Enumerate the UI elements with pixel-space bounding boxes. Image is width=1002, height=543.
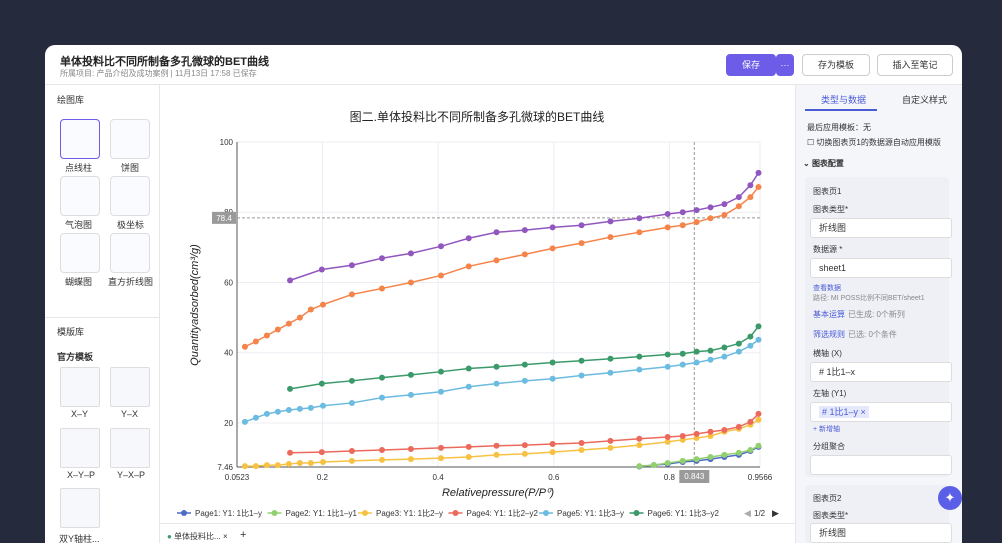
- chart-kind[interactable]: 直方折线图: [108, 277, 154, 287]
- divider: [159, 85, 160, 543]
- window: 单体投料比不同所制备多孔微球的BET曲线 所属项目: 产品介绍及成功案例 | 1…: [45, 45, 962, 543]
- template-thumb[interactable]: [60, 367, 100, 407]
- template-thumb[interactable]: [110, 428, 150, 468]
- template-thumb[interactable]: [110, 367, 150, 407]
- more-button[interactable]: ···: [776, 54, 794, 76]
- basic[interactable]: 基本运算: [813, 310, 845, 319]
- thumb[interactable]: [110, 119, 150, 159]
- y-tag[interactable]: # 1比1–y ×: [819, 406, 869, 418]
- panel-tab[interactable]: 自定义样式: [902, 95, 948, 105]
- chart-kind[interactable]: 极坐标: [117, 220, 145, 230]
- divider: [45, 317, 159, 318]
- save-button[interactable]: 保存: [726, 54, 776, 76]
- chart-type-select[interactable]: 折线图: [810, 523, 952, 543]
- chart-kind[interactable]: 饼图: [121, 163, 140, 173]
- y-select[interactable]: # 1比1–y ×: [810, 402, 952, 422]
- group-select[interactable]: [810, 455, 952, 475]
- filter-info: 已选: 0个条件: [848, 330, 897, 339]
- panel-tab[interactable]: 类型与数据: [821, 95, 867, 105]
- field-label: 左轴 (Y1): [813, 389, 847, 398]
- filter[interactable]: 筛选规则: [813, 330, 845, 339]
- divider: [795, 85, 796, 543]
- chart-kind[interactable]: 气泡图: [65, 220, 93, 230]
- path: 路径: MI POSS比例不同BET/sheet1: [813, 295, 925, 302]
- template-name[interactable]: X–Y–P: [67, 470, 96, 480]
- auto-apply[interactable]: ☐ 切换图表页1的数据源自动应用模版: [807, 138, 941, 147]
- thumb[interactable]: [60, 233, 100, 273]
- thumb[interactable]: [110, 233, 150, 273]
- doc-subtitle: 所属项目: 产品介绍及成功案例 | 11月13日 17:58 已保存: [60, 69, 257, 78]
- section-text: 图表配置: [811, 159, 844, 168]
- field-label: 横轴 (X): [813, 349, 842, 358]
- thumb[interactable]: [60, 176, 100, 216]
- divider: [160, 523, 795, 524]
- gallery-title[interactable]: 绘图库: [57, 95, 85, 105]
- sheet-tab[interactable]: ● 单体投料比... ×: [167, 532, 228, 541]
- page-label: 图表页2: [813, 494, 842, 503]
- section[interactable]: ⌄ 图表配置: [803, 159, 844, 168]
- view-data[interactable]: 查看数据: [813, 285, 841, 292]
- source-select[interactable]: sheet1: [810, 258, 952, 278]
- field-label: 图表类型*: [813, 511, 849, 520]
- x-select[interactable]: # 1比1–x: [810, 362, 952, 382]
- template-name[interactable]: X–Y: [71, 409, 89, 419]
- auto-apply-text: 切换图表页1的数据源自动应用模版: [816, 138, 941, 147]
- template-button[interactable]: 存为模板: [802, 54, 870, 76]
- template-thumb[interactable]: [60, 488, 100, 528]
- add-axis[interactable]: + 新增轴: [813, 426, 841, 433]
- tab-underline: [805, 109, 877, 111]
- template-name[interactable]: 双Y轴柱...: [59, 534, 100, 543]
- last-template: 最后应用模板：无: [807, 123, 871, 132]
- divider: [45, 84, 962, 85]
- assistant-button[interactable]: ✦: [938, 486, 962, 510]
- dot: ●: [167, 532, 175, 541]
- add-tab[interactable]: +: [240, 529, 247, 541]
- field-label: 图表类型*: [813, 205, 849, 214]
- field-label: 分组聚合: [813, 442, 845, 451]
- field-label: 数据源 *: [813, 245, 843, 254]
- basic-info: 已生成: 0个新列: [848, 310, 905, 319]
- note-button[interactable]: 插入至笔记: [877, 54, 953, 76]
- tab-label: 单体投料比...: [174, 532, 221, 541]
- template-thumb[interactable]: [60, 428, 100, 468]
- template-title: 模版库: [57, 327, 85, 337]
- template-name[interactable]: Y–X: [121, 409, 139, 419]
- chart-kind[interactable]: 蝴蝶图: [65, 277, 93, 287]
- template-name[interactable]: Y–X–P: [117, 470, 146, 480]
- chart-type-select[interactable]: 折线图: [810, 218, 952, 238]
- official-title: 官方模板: [57, 352, 94, 362]
- thumb[interactable]: [110, 176, 150, 216]
- page-label: 图表页1: [813, 187, 842, 196]
- doc-title: 单体投料比不同所制备多孔微球的BET曲线: [60, 56, 269, 68]
- thumb[interactable]: [60, 119, 100, 159]
- chart-kind[interactable]: 点线柱: [65, 163, 93, 173]
